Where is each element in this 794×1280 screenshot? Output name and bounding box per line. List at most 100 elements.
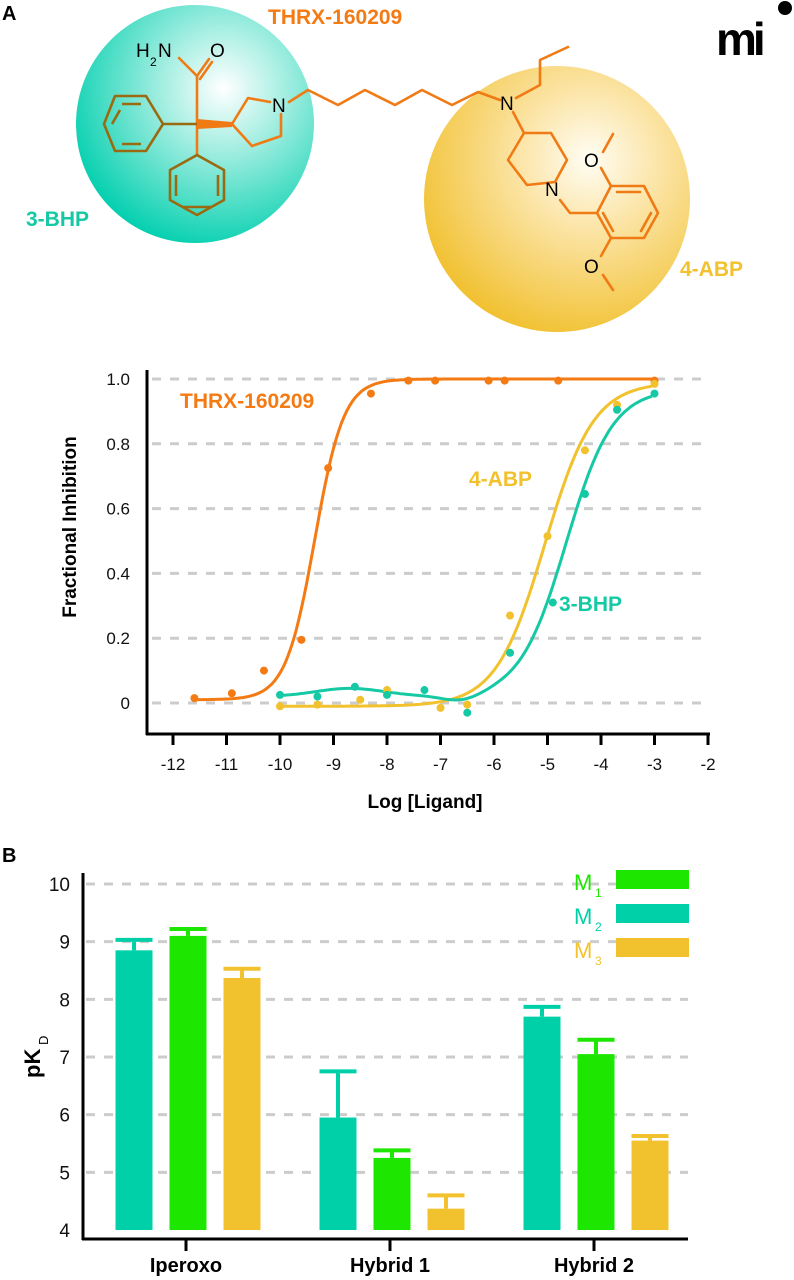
fragment-label-3bhp: 3-BHP (26, 208, 89, 231)
stereo-wedge (197, 119, 232, 129)
legend-swatch-m3 (616, 938, 689, 957)
alkyl-linker (287, 88, 502, 107)
data-point-thrx-160209 (259, 666, 268, 675)
category-label: Hybrid 2 (554, 1255, 634, 1277)
bar-m2 (319, 1117, 357, 1230)
legend-swatch-m2 (616, 904, 689, 923)
atom-methoxy-o-bottom: O (584, 257, 599, 278)
atom-h-subscript: 2 (150, 55, 157, 69)
panel-a-label: A (2, 3, 16, 25)
panel-a-structure: A THRX-160209 3-BHP 4-ABP H 2 N O (2, 1, 792, 332)
annotation-thrx: THRX-160209 (180, 390, 314, 413)
data-point-3-bhp (580, 490, 589, 499)
data-point-4-abp (580, 446, 589, 455)
y-tick-label: 0 (121, 694, 130, 713)
bar-m3 (427, 1208, 465, 1230)
y-tick-label: 0.6 (106, 500, 130, 519)
y-tick-label: 0.8 (106, 435, 130, 454)
data-point-3-bhp (276, 690, 284, 699)
fit-curve-3-bhp (279, 394, 653, 702)
data-point-thrx-160209 (500, 376, 509, 385)
y-tick-label: 1.0 (106, 370, 130, 389)
x-tick-label: -6 (486, 755, 501, 774)
bar-m1 (373, 1157, 411, 1230)
abp-sphere (424, 66, 690, 332)
fit-curve-thrx-160209 (194, 377, 652, 702)
atom-tertiary-n: N (500, 94, 514, 115)
legend-label-m3: M (574, 938, 592, 963)
legend-label-subscript: 1 (595, 886, 602, 900)
data-point-3-bhp (463, 708, 472, 717)
annotation-4abp: 4-ABP (469, 468, 532, 491)
category-label: Iperoxo (150, 1255, 222, 1277)
piperidine-ring: N (506, 110, 599, 215)
fit-curve-4-abp (280, 384, 653, 708)
x-tick-label: -10 (268, 755, 293, 774)
data-point-3-bhp (506, 648, 515, 657)
bar-m2 (115, 950, 153, 1230)
legend: M 1M 2M 3 (574, 870, 689, 968)
y-tick-label: 4 (59, 1221, 70, 1242)
bar-m3 (631, 1140, 669, 1230)
x-tick-label: -4 (593, 755, 608, 774)
y-tick-label: 8 (59, 990, 70, 1011)
y-tick-label: 9 (59, 933, 70, 954)
phenyl-ring-bottom (168, 153, 226, 217)
dimethoxyphenyl-ring: O O (584, 132, 660, 292)
data-point-thrx-160209 (190, 694, 199, 703)
data-point-4-abp (463, 700, 472, 709)
legend-label-m1: M (574, 870, 592, 895)
data-point-3-bhp (350, 682, 359, 691)
data-point-thrx-160209 (297, 635, 306, 644)
legend-label-subscript: 3 (595, 954, 602, 968)
atom-h: H (136, 41, 150, 62)
data-point-thrx-160209 (554, 376, 563, 385)
x-tick-label: -2 (700, 755, 715, 774)
data-point-thrx-160209 (484, 376, 493, 385)
data-point-3-bhp (420, 686, 429, 695)
panel-b-label: B (2, 845, 16, 867)
data-point-3-bhp (313, 692, 322, 701)
data-point-thrx-160209 (366, 389, 375, 398)
x-tick-label: -7 (433, 755, 448, 774)
x-tick-label: -8 (379, 755, 394, 774)
y-tick-label: 10 (49, 875, 70, 896)
data-point-4-abp (356, 695, 365, 704)
atom-amide-n: N (158, 41, 172, 62)
y-axis-title-subscript: D (36, 1036, 51, 1045)
x-axis-title: Log [Ligand] (367, 792, 482, 813)
x-tick-label: -12 (161, 755, 186, 774)
fragment-label-4abp: 4-ABP (680, 258, 743, 281)
data-point-3-bhp (383, 690, 391, 699)
x-tick-label: -3 (647, 755, 662, 774)
data-point-4-abp (543, 532, 552, 541)
x-tick-label: -5 (540, 755, 555, 774)
atom-pyrrolidine-n: N (272, 96, 286, 117)
y-tick-label: 6 (59, 1106, 70, 1127)
atom-carbonyl-o: O (210, 41, 225, 62)
y-axis-title-main: pK (20, 1049, 45, 1078)
phenyl-ring-left (102, 94, 197, 153)
legend-label-m2: M (574, 904, 592, 929)
annotation-3bhp: 3-BHP (559, 593, 622, 616)
compound-name: THRX-160209 (268, 6, 402, 29)
category-label: Hybrid 1 (350, 1255, 430, 1277)
data-point-4-abp (313, 700, 322, 709)
bar-m1 (577, 1054, 615, 1230)
atom-methoxy-o-top: O (584, 151, 599, 172)
data-point-thrx-160209 (324, 464, 333, 473)
dose-response-chart: 0 0.2 0.4 0.6 0.8 1.0 -12 -11 -10 -9 -8 -7 -6 -5 -4 -3 -… (60, 370, 716, 813)
data-point-3-bhp (650, 389, 659, 398)
x-tick-label: -11 (215, 755, 238, 774)
propyl-chain (514, 45, 570, 100)
legend-swatch-m1 (616, 870, 689, 889)
data-point-4-abp (276, 702, 284, 711)
legend-label-subscript: 2 (595, 920, 602, 934)
bar-m1 (169, 935, 207, 1230)
y-axis-title: Fractional Inhibition (60, 436, 81, 618)
pyrrolidine-ring: N (230, 96, 286, 148)
data-point-thrx-160209 (227, 689, 236, 698)
bar-m3 (223, 977, 261, 1230)
y-axis-title: pK D (20, 1036, 51, 1078)
